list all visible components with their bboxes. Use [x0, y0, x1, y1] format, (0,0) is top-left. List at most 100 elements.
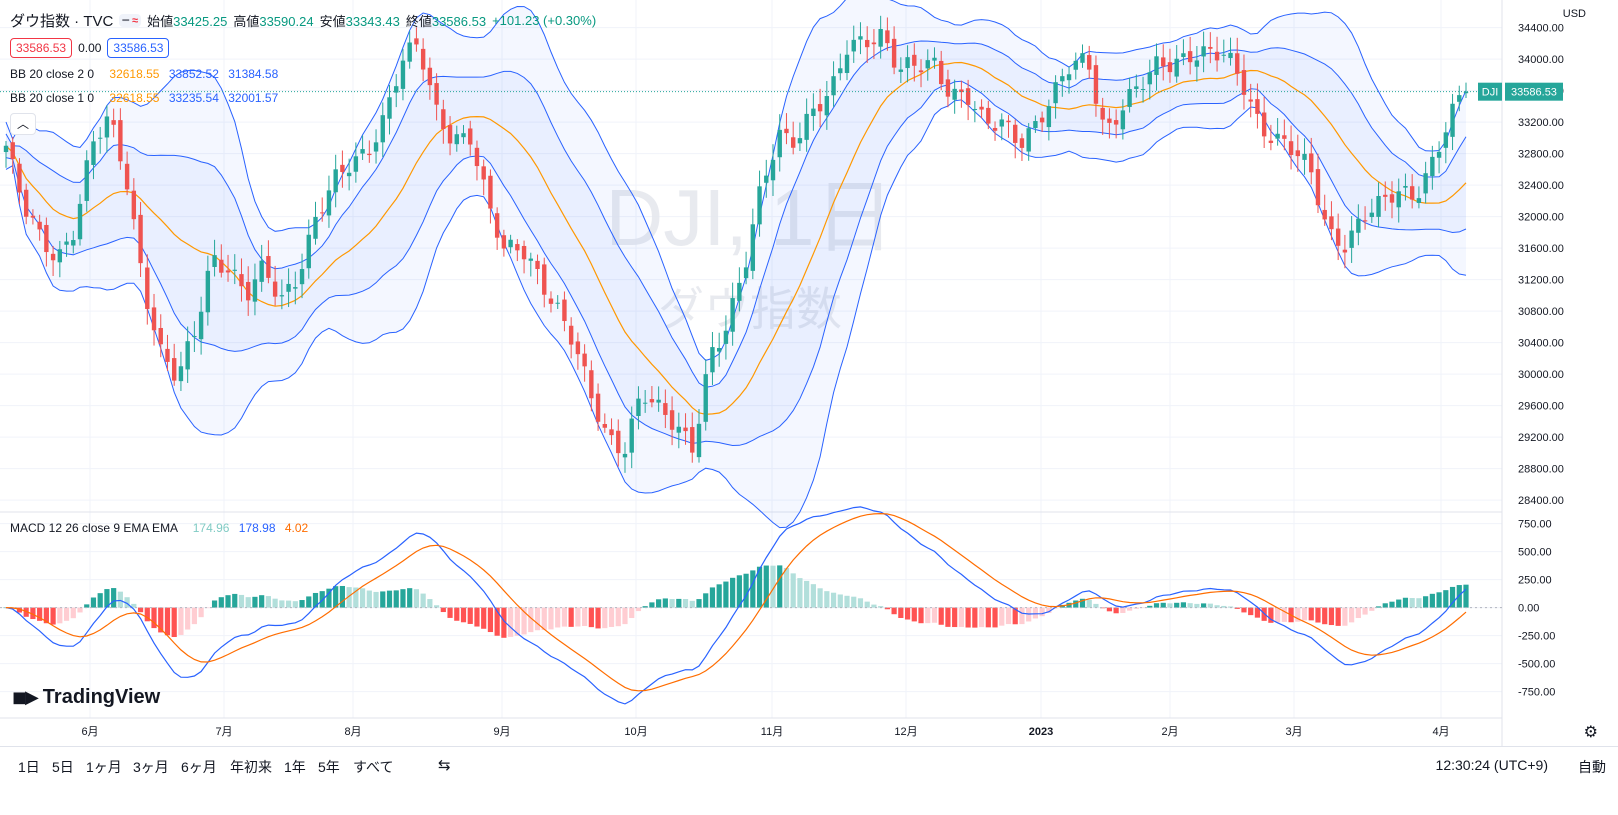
macd-hist-bar [501, 607, 507, 638]
macd-hist-bar [878, 606, 884, 608]
candle-body [1019, 138, 1025, 148]
macd-hist-bar [1153, 603, 1160, 608]
range-5y-button[interactable]: 5年 [318, 759, 340, 775]
price-axis-label: 32400.00 [1518, 180, 1564, 192]
macd-hist-bar [238, 594, 245, 608]
candle-body [932, 57, 937, 61]
macd-hist-bar [178, 607, 184, 635]
range-1y-button[interactable]: 1年 [284, 759, 306, 775]
macd-hist-bar [528, 607, 534, 633]
macd-hist-bar [218, 597, 224, 608]
macd-hist-bar [1301, 607, 1308, 621]
price-axis-label: 32800.00 [1518, 149, 1564, 161]
candle-body [1033, 121, 1038, 129]
candle-body [885, 30, 890, 44]
candle-body [992, 127, 998, 131]
range-1m-button[interactable]: 1ヶ月 [86, 759, 122, 775]
macd-hist-bar [306, 596, 312, 608]
candles [3, 15, 1469, 473]
candle-body [1309, 153, 1314, 173]
time-axis-label: 9月 [493, 726, 510, 738]
candle-body [373, 142, 379, 152]
macd-hist-bar [898, 607, 904, 618]
price-axis-label: 28800.00 [1518, 464, 1564, 476]
macd-hist-bar [790, 573, 796, 608]
range-3m-button[interactable]: 3ヶ月 [133, 759, 169, 775]
bb2-legend[interactable]: BB 20 close 2 0 32618.55 33852.52 31384.… [10, 67, 279, 81]
macd-hist-bar [386, 590, 393, 608]
macd-hist-bar [1463, 584, 1469, 608]
bottom-toolbar: 1日 5日 1ヶ月 3ヶ月 6ヶ月 年初来 1年 5年 すべて ⇆ 12:30:… [0, 746, 1618, 787]
macd-hist-bar [1456, 585, 1462, 608]
buy-button[interactable]: 33586.53 [107, 38, 170, 58]
candle-body [71, 240, 76, 246]
macd-hist-bar [582, 607, 588, 626]
candle-body [575, 341, 581, 355]
clock[interactable]: 12:30:24 (UTC+9) [1435, 757, 1548, 773]
candle-body [259, 260, 264, 282]
macd-axis-label: 750.00 [1518, 519, 1552, 531]
macd-hist-bar [777, 565, 783, 608]
macd-hist-bar [810, 584, 816, 608]
macd-hist-bar [756, 566, 763, 608]
auto-scale-button[interactable]: 自動 [1578, 759, 1606, 775]
macd-hist-bar [1113, 607, 1119, 614]
symbol-name[interactable]: ダウ指数 · TVC [10, 13, 114, 30]
candle-body [1302, 153, 1307, 160]
macd-hist-bar [649, 602, 655, 608]
macd-line [5, 506, 1467, 705]
candle-body [750, 224, 756, 271]
candle-body [1214, 51, 1220, 61]
macd-hist-bar [151, 607, 157, 629]
macd-axis-label: -500.00 [1518, 659, 1555, 671]
range-1d-button[interactable]: 1日 [18, 759, 40, 775]
goto-date-icon[interactable]: ⇆ [438, 757, 451, 774]
macd-hist-bar [272, 598, 278, 608]
gear-icon[interactable]: ⚙ [1583, 724, 1598, 741]
range-6m-button[interactable]: 6ヶ月 [181, 759, 217, 775]
bb2-fill [6, 0, 1466, 528]
macd-hist-bar [1349, 607, 1355, 623]
macd-hist-bar [30, 607, 36, 620]
tv-logo-icon: ◼▶ [12, 687, 39, 707]
candle-body [696, 423, 702, 458]
legend-toggle[interactable]: ━ ≈ [119, 14, 142, 27]
ohlc-legend: ダウ指数 · TVC ━ ≈ 始値33425.25 高値33590.24 安値3… [10, 10, 596, 31]
macd-hist-bar [1174, 602, 1180, 608]
macd-legend[interactable]: MACD 12 26 close 9 EMA EMA 174.96 178.98… [10, 521, 309, 535]
collapse-legend-button[interactable]: ︿ [10, 113, 36, 135]
open-value: 33425.25 [173, 14, 228, 29]
macd-hist-bar [400, 589, 406, 608]
macd-hist-bar [1369, 607, 1375, 611]
candle-body [131, 190, 137, 220]
price-axis-label: 29600.00 [1518, 401, 1564, 413]
sell-button[interactable]: 33586.53 [10, 38, 73, 58]
bb1-fill [6, 41, 1466, 446]
bb1-legend[interactable]: BB 20 close 1 0 32618.55 33235.54 32001.… [10, 91, 279, 105]
macd-hist-bar [1086, 599, 1092, 608]
macd-hist-bar [642, 606, 648, 608]
candle-body [158, 327, 163, 345]
candle-body [777, 129, 782, 158]
candle-body [1134, 86, 1139, 89]
range-5d-button[interactable]: 5日 [52, 759, 74, 775]
candle-body [1403, 186, 1408, 188]
macd-hist-bar [1207, 603, 1213, 608]
macd-hist-bar [144, 607, 150, 622]
macd-hist-bar [1268, 607, 1274, 623]
macd-hist-bar [487, 607, 494, 633]
range-all-button[interactable]: すべて [353, 759, 394, 775]
candle-body [118, 120, 123, 162]
range-ytd-button[interactable]: 年初来 [230, 759, 272, 775]
macd-hist-bar [716, 584, 722, 608]
macd-hist-bar [575, 607, 581, 627]
currency-label[interactable]: USD [1562, 8, 1586, 20]
macd-hist-bar [1012, 607, 1018, 625]
candle-body [494, 213, 500, 238]
macd-hist-bar [346, 587, 352, 608]
candle-body [521, 245, 527, 260]
tradingview-logo[interactable]: ◼▶ TradingView [12, 686, 161, 708]
candle-body [178, 366, 184, 382]
